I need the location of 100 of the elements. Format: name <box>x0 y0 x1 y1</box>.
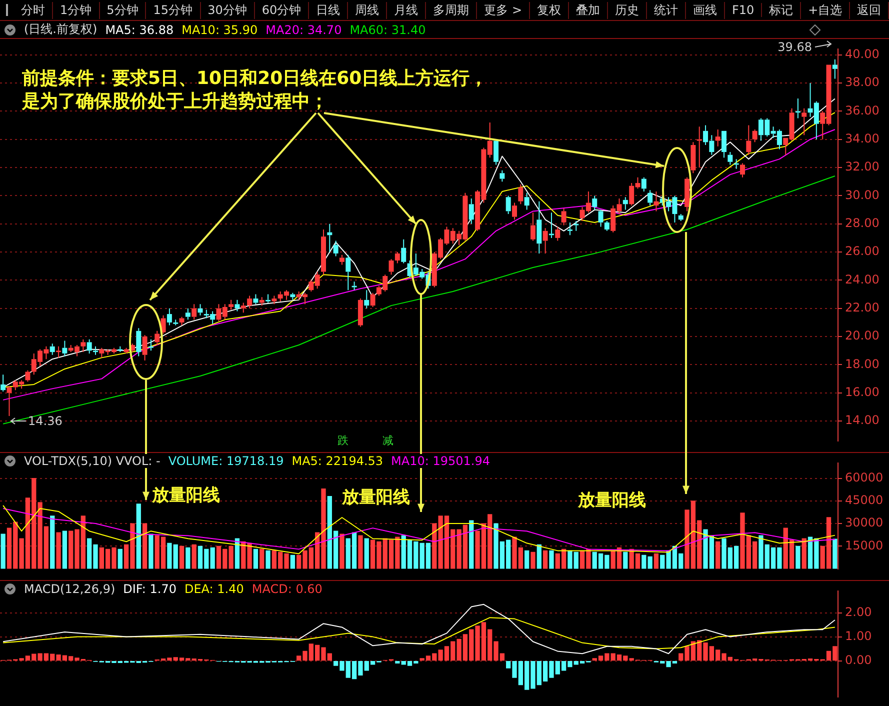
annotation: 前提条件：要求5日、10日和20日线在60日线上方运行，是为了确保股价处于上升趋势过程中； <box>21 68 488 112</box>
candlestick <box>320 229 326 276</box>
candlestick <box>370 292 376 308</box>
candlestick <box>228 299 234 310</box>
candlestick <box>795 98 800 119</box>
text: 月线 <box>387 2 426 18</box>
y-tick-label: 14.00 <box>845 413 880 428</box>
bar <box>210 547 215 569</box>
annotation: 39.68 <box>778 40 812 54</box>
text: MA10: 35.90 <box>182 22 258 36</box>
bar <box>716 541 720 569</box>
candlestick <box>524 192 530 210</box>
y-tick-label: 32.00 <box>845 160 880 174</box>
candlestick <box>148 338 154 352</box>
annotation: 减 <box>382 434 394 447</box>
text: 5分钟 <box>100 2 146 18</box>
text: 日线 <box>309 2 348 18</box>
candlestick <box>166 308 172 326</box>
candlestick <box>364 290 370 309</box>
text: MA5: 36.88 <box>105 22 174 36</box>
bar <box>0 534 6 569</box>
text: 更多 > <box>477 2 530 18</box>
candlestick <box>654 190 659 212</box>
candlestick <box>240 302 246 314</box>
candlestick <box>62 340 68 357</box>
candlestick <box>722 130 727 158</box>
annotation: 跌 <box>338 434 348 447</box>
y-tick-label: 60000 <box>845 470 884 484</box>
candlestick <box>179 316 184 326</box>
candlestick <box>136 328 142 357</box>
y-tick-label: 30.00 <box>845 188 880 202</box>
bar <box>469 520 474 569</box>
text: 叠加 <box>569 2 608 18</box>
candlestick <box>506 195 511 215</box>
y-tick-label: 38.00 <box>845 75 880 90</box>
candlestick <box>142 334 148 362</box>
text: 60分钟 <box>254 2 310 18</box>
bar <box>832 538 838 569</box>
candlestick <box>346 254 351 291</box>
bar <box>290 554 296 569</box>
bar <box>536 544 542 569</box>
candlestick <box>468 198 474 224</box>
candlestick <box>561 208 566 226</box>
text: 返回 <box>850 2 889 18</box>
text: 历史 <box>608 2 647 18</box>
bar <box>186 547 190 569</box>
bar <box>542 550 548 569</box>
candlestick <box>173 319 178 326</box>
bar <box>266 550 270 569</box>
candlestick <box>832 58 838 80</box>
y-tick-label: 28.00 <box>845 216 880 230</box>
legend-title: VOL-TDX(5,10) VVOL: - <box>24 454 160 468</box>
y-tick-label: 0.00 <box>845 652 872 667</box>
bar <box>260 548 264 569</box>
candlestick <box>6 385 12 417</box>
candlestick <box>118 346 123 353</box>
bar <box>358 535 363 569</box>
bar <box>623 552 628 569</box>
y-tick-label: 16.00 <box>845 385 880 400</box>
bar <box>148 534 154 569</box>
text: 30分钟 <box>200 2 255 18</box>
candlestick <box>56 346 62 358</box>
text: 画线 <box>686 2 725 18</box>
bar <box>56 532 61 569</box>
annotation: 放量阳线 <box>151 485 220 506</box>
bar <box>50 516 55 569</box>
annotation: 放量阳线 <box>341 487 410 508</box>
candlestick <box>259 296 264 306</box>
candlestick <box>696 126 702 168</box>
bar <box>179 546 184 569</box>
legend-title: (日线.前复权) <box>24 21 98 38</box>
candlestick <box>740 162 745 178</box>
candlestick <box>802 108 807 136</box>
annotation: 放量阳线 <box>577 490 646 510</box>
candlestick <box>574 220 579 232</box>
y-tick-label: 20.00 <box>845 328 880 343</box>
candlestick <box>394 252 400 264</box>
y-tick-label: 40.00 <box>845 46 880 61</box>
candlestick <box>192 304 197 320</box>
y-tick-label: 45000 <box>845 493 884 508</box>
candlestick <box>746 124 752 156</box>
y-tick-label: 36.00 <box>845 103 880 118</box>
bar <box>530 552 536 569</box>
candlestick <box>333 240 338 257</box>
text: 复权 <box>530 2 569 18</box>
text: 分时 <box>14 2 53 18</box>
bar <box>142 523 148 569</box>
candlestick <box>548 212 554 238</box>
candlestick <box>567 222 572 236</box>
text: F10 <box>725 3 762 17</box>
bar <box>253 548 258 569</box>
candlestick <box>272 295 277 305</box>
text: VOLUME: 19718.19 <box>168 454 284 468</box>
bar <box>364 538 369 569</box>
bar <box>118 548 122 569</box>
bar <box>62 530 68 569</box>
candlestick <box>622 196 628 210</box>
candlestick <box>50 343 55 356</box>
candlestick <box>352 281 357 291</box>
candlestick <box>542 228 548 254</box>
